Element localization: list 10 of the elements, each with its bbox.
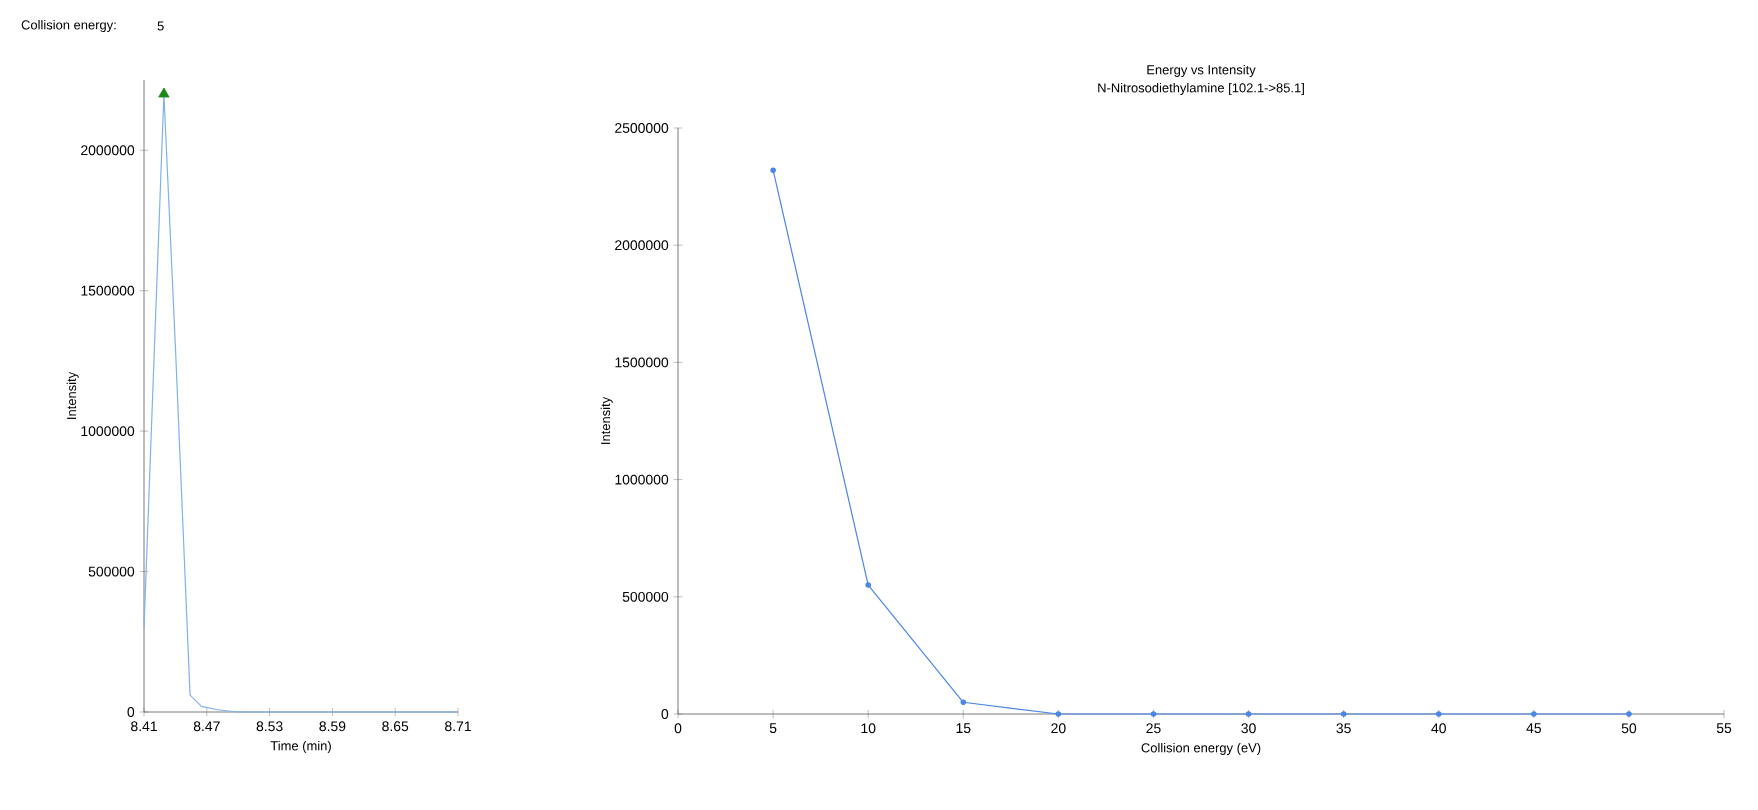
point (1531, 711, 1537, 717)
point (960, 699, 967, 706)
point (865, 582, 871, 588)
point (1340, 711, 1347, 717)
point (1245, 711, 1252, 717)
point (770, 167, 776, 173)
point (1055, 711, 1062, 717)
point (1626, 711, 1632, 717)
point (1435, 711, 1442, 717)
point (1150, 711, 1157, 717)
